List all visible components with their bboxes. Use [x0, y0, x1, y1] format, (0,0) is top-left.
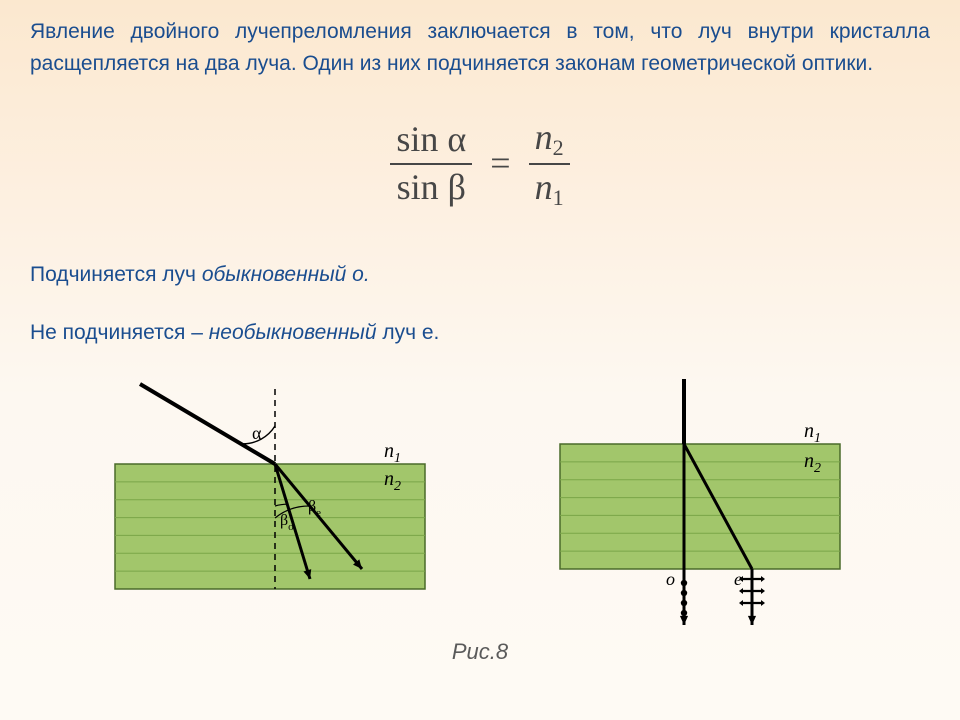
formula-den-right: n1	[529, 169, 570, 209]
formula-num-left: sin α	[390, 121, 472, 159]
statement-1: Подчиняется луч обыкновенный о.	[30, 263, 930, 287]
intro-paragraph: Явление двойного лучепреломления заключа…	[30, 16, 930, 79]
statement-2: Не подчиняется – необыкновенный луч е.	[30, 321, 930, 345]
diagram-right: n1n2oe	[550, 379, 850, 647]
svg-text:n1: n1	[804, 420, 821, 446]
formula: sin α sin β = n2 n1	[30, 119, 930, 209]
fraction-bar	[390, 163, 472, 165]
formula-num-right: n2	[529, 119, 570, 159]
equals-sign: =	[490, 145, 510, 183]
fraction-bar	[529, 163, 570, 165]
diagram-left: αβoβen1n2	[100, 379, 440, 631]
svg-text:e: e	[734, 569, 742, 589]
svg-text:α: α	[252, 423, 262, 443]
svg-text:n1: n1	[384, 440, 401, 466]
formula-den-left: sin β	[391, 169, 472, 207]
svg-text:o: o	[666, 569, 675, 589]
